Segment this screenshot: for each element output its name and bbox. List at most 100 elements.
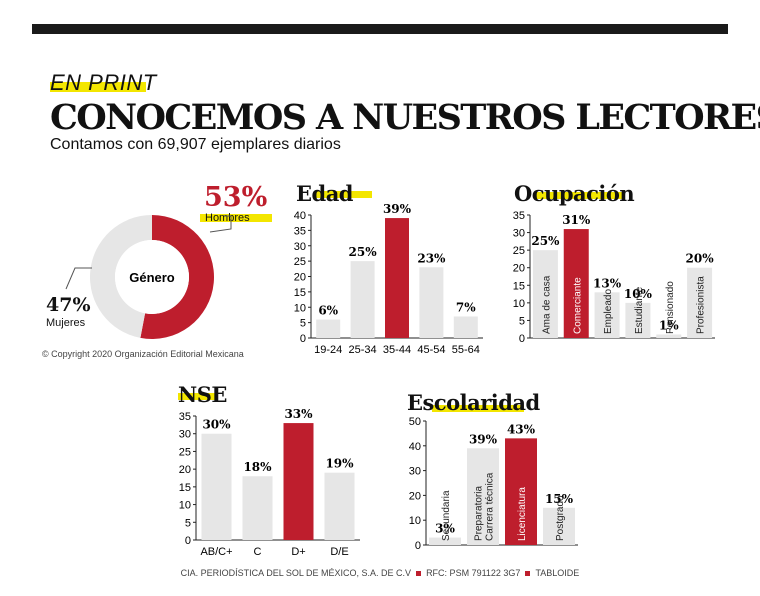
- edad-y-tick-label: 20: [294, 272, 306, 284]
- escolaridad-data-label: 39%: [469, 432, 498, 446]
- subtitle: Contamos con 69,907 ejemplares diarios: [50, 136, 341, 153]
- nse-bar: [283, 423, 314, 540]
- edad-data-label: 23%: [417, 251, 446, 265]
- ocupacion-y-tick-label: 10: [513, 298, 525, 310]
- mujeres-label: Mujeres: [46, 317, 86, 329]
- ocupacion-data-label: 25%: [531, 234, 560, 248]
- edad-x-tick-label: 25-34: [349, 344, 377, 356]
- ocupacion-y-tick-label: 35: [513, 210, 525, 222]
- nse-chart: 0 5 10 15 20 25 30 35 30% AB/C+ 18% C 33% D+ 19% D/E: [179, 407, 360, 558]
- ocupacion-chart: 0 5 10 15 20 25 30 35 25% Ama de casa 31% Comercian…: [513, 210, 715, 345]
- ocupacion-bar: [532, 250, 558, 338]
- edad-data-label: 6%: [318, 304, 338, 318]
- escolaridad-y-tick-label: 50: [409, 416, 421, 428]
- edad-y-tick-label: 10: [294, 302, 306, 314]
- escolaridad-chart-title: Escolaridad: [407, 390, 540, 415]
- edad-bar: [419, 267, 444, 338]
- nse-y-tick-label: 20: [179, 464, 191, 476]
- escolaridad-chart: 0 10 20 30 40 50 3%Secundaria 39% Preparatoria Ca…: [409, 416, 578, 552]
- escolaridad-bar: [429, 537, 461, 545]
- edad-chart: 0 5 10 15 20 25 30 35 40 6% 19-24 25% 25-34 39% 35-44 2…: [294, 202, 483, 356]
- edad-y-tick-label: 35: [294, 225, 306, 237]
- page-title: CONOCEMOS A NUESTROS LECTORES: [50, 97, 760, 138]
- ocupacion-data-label: 1%: [659, 318, 679, 332]
- pie-slice-hombres: [140, 215, 215, 339]
- nse-chart-title: NSE: [178, 382, 227, 407]
- nse-data-label: 33%: [284, 407, 313, 421]
- edad-data-label: 7%: [456, 300, 476, 314]
- nse-y-tick-label: 25: [179, 446, 191, 458]
- ocupacion-data-label: 10%: [624, 287, 653, 301]
- escolaridad-x-tick-label: Postgrado: [555, 495, 566, 541]
- escolaridad-title-highlight: [432, 405, 524, 412]
- edad-bar: [453, 316, 478, 338]
- footer-separator: [416, 571, 422, 577]
- footer-company: CIA. PERIODÍSTICA DEL SOL DE MÉXICO, S.A…: [180, 568, 412, 578]
- nse-x-tick-label: AB/C+: [200, 546, 232, 558]
- hombres-highlight: [200, 214, 272, 222]
- edad-y-tick-label: 40: [294, 210, 306, 222]
- top-rule: [32, 24, 728, 34]
- escolaridad-x-tick-label: Carrera técnica: [485, 472, 496, 541]
- ocupacion-x-tick-label: Pensionado: [665, 281, 676, 334]
- ocupacion-bar: [687, 267, 713, 338]
- edad-x-tick-label: 19-24: [314, 344, 342, 356]
- nse-y-tick-label: 15: [179, 482, 191, 494]
- nse-data-label: 19%: [325, 457, 354, 471]
- nse-data-label: 18%: [243, 460, 272, 474]
- escolaridad-bar: [505, 438, 537, 545]
- escolaridad-y-tick-label: 10: [409, 515, 421, 527]
- ocupacion-y-tick-label: 20: [513, 263, 525, 275]
- edad-x-tick-label: 55-64: [452, 344, 480, 356]
- edad-y-tick-label: 0: [300, 333, 306, 345]
- nse-y-tick-label: 35: [179, 411, 191, 423]
- ocupacion-x-tick-label: Empleado: [603, 289, 614, 334]
- mujeres-percent: 47%: [46, 294, 91, 316]
- ocupacion-bar: [625, 302, 651, 338]
- edad-x-tick-label: 45-54: [417, 344, 445, 356]
- escolaridad-y-tick-label: 0: [415, 540, 421, 552]
- ocupacion-x-tick-label: Comerciante: [572, 277, 583, 334]
- nse-data-label: 30%: [202, 418, 231, 432]
- edad-y-tick-label: 5: [300, 318, 306, 330]
- edad-bar: [316, 319, 341, 338]
- mujeres-leader-line: [65, 267, 92, 290]
- ocupacion-x-tick-label: Ama de casa: [541, 275, 552, 334]
- copyright: © Copyright 2020 Organización Editorial …: [42, 349, 244, 359]
- edad-chart-title: Edad: [296, 181, 353, 206]
- ocupacion-y-tick-label: 5: [519, 315, 525, 327]
- edad-data-label: 25%: [349, 245, 378, 259]
- nse-title-highlight: [178, 393, 218, 400]
- ocupacion-y-tick-label: 0: [519, 333, 525, 345]
- ocupacion-data-label: 13%: [593, 276, 622, 290]
- nse-y-tick-label: 0: [185, 535, 191, 547]
- escolaridad-y-tick-label: 30: [409, 466, 421, 478]
- ocupacion-title-highlight: [536, 192, 624, 199]
- ocupacion-bar: [563, 229, 589, 338]
- edad-bar: [350, 261, 375, 338]
- ocupacion-y-tick-label: 30: [513, 228, 525, 240]
- kicker-highlight: [50, 82, 146, 92]
- nse-x-tick-label: D+: [291, 546, 305, 558]
- ocupacion-chart-title: Ocupación: [514, 181, 635, 206]
- edad-y-tick-label: 15: [294, 287, 306, 299]
- nse-x-tick-label: C: [254, 546, 262, 558]
- hombres-percent: 53%: [204, 182, 268, 213]
- escolaridad-y-tick-label: 20: [409, 490, 421, 502]
- edad-x-tick-label: 35-44: [383, 344, 411, 356]
- donut-center-label: Género: [129, 270, 175, 285]
- escolaridad-data-label: 15%: [545, 492, 574, 506]
- nse-bar: [201, 433, 232, 540]
- edad-title-highlight: [316, 191, 372, 198]
- escolaridad-bar: [467, 448, 499, 545]
- ocupacion-bar: [656, 334, 682, 338]
- escolaridad-y-tick-label: 40: [409, 441, 421, 453]
- kicker: EN PRINT: [50, 70, 157, 95]
- nse-x-tick-label: D/E: [330, 546, 348, 558]
- hombres-label: Hombres: [205, 212, 250, 224]
- ocupacion-data-label: 20%: [686, 252, 715, 266]
- ocupacion-x-tick-label: Profesionista: [696, 276, 707, 334]
- escolaridad-x-tick-label: Secundaria: [441, 490, 452, 541]
- nse-y-tick-label: 30: [179, 429, 191, 441]
- donut-hole: [115, 240, 189, 314]
